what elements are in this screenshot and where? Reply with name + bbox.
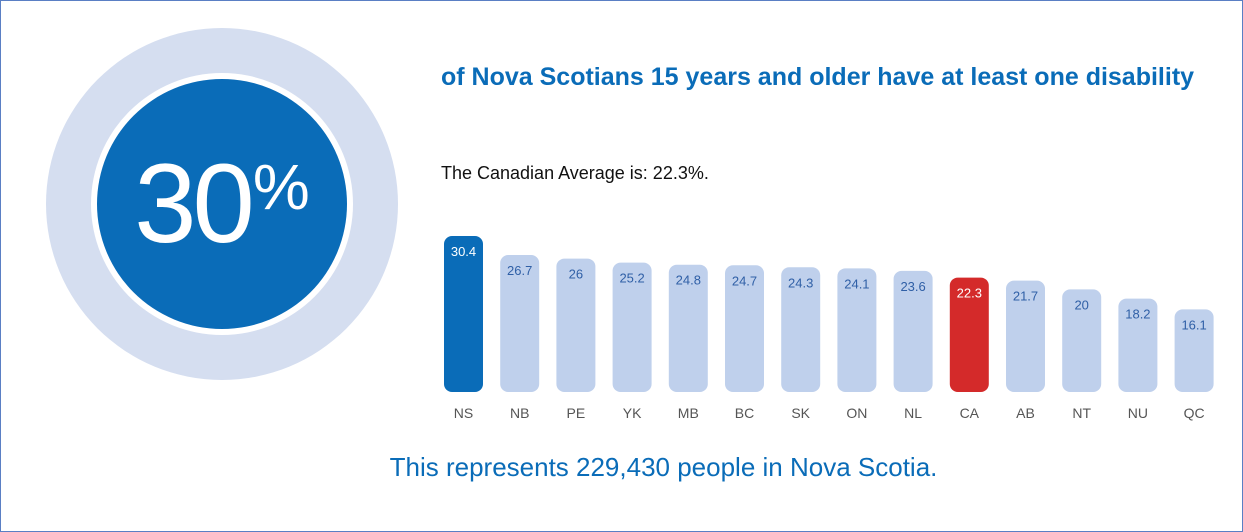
hero-percentage: 30 % xyxy=(97,79,347,329)
bar-yk xyxy=(612,262,652,392)
bar-value-label: 25.2 xyxy=(619,271,644,286)
bar-value-label: 24.7 xyxy=(732,273,757,288)
x-tick-label: NS xyxy=(454,405,473,421)
x-tick-label: NB xyxy=(510,405,529,421)
x-tick-label: NL xyxy=(904,405,922,421)
bar-value-label: 26 xyxy=(569,267,583,282)
bar-value-label: 21.7 xyxy=(1013,289,1038,304)
bar-value-label: 20 xyxy=(1074,297,1088,312)
x-tick-label: YK xyxy=(623,405,642,421)
x-tick-label: ON xyxy=(846,405,867,421)
x-tick-label: SK xyxy=(791,405,810,421)
bar-value-label: 16.1 xyxy=(1181,317,1206,332)
bar-value-label: 24.8 xyxy=(676,273,701,288)
bar-value-label: 18.2 xyxy=(1125,307,1150,322)
bar-nu xyxy=(1118,298,1158,392)
bar-bc xyxy=(725,265,764,392)
x-tick-label: NU xyxy=(1128,405,1148,421)
x-tick-label: NT xyxy=(1072,405,1091,421)
x-tick-label: PE xyxy=(567,405,586,421)
percent-disc xyxy=(97,79,347,329)
province-bar-chart: 30.4 NS 26.7 NB 26 PE 25.2 YK 24.8 MB 24.7 BC 24.3 SK… xyxy=(444,236,1214,421)
bar-pe xyxy=(556,258,596,392)
x-tick-label: CA xyxy=(960,405,980,421)
bar-value-label: 23.6 xyxy=(900,279,925,294)
bar-value-label: 22.3 xyxy=(957,286,982,301)
population-summary: This represents 229,430 people in Nova S… xyxy=(389,452,938,482)
hero-number: 30 xyxy=(134,141,255,266)
x-tick-label: AB xyxy=(1016,405,1035,421)
bar-nl xyxy=(893,270,933,392)
bar-mb xyxy=(668,264,708,392)
bar-value-label: 24.3 xyxy=(788,275,813,290)
bar-nt xyxy=(1062,289,1102,392)
bar-on xyxy=(837,268,877,392)
x-tick-label: BC xyxy=(735,405,754,421)
bar-value-label: 26.7 xyxy=(507,263,532,278)
bar-qc xyxy=(1174,309,1214,392)
bar-value-label: 30.4 xyxy=(451,244,476,259)
headline: of Nova Scotians 15 years and older have… xyxy=(441,63,1195,91)
bar-ab xyxy=(1006,280,1045,392)
bar-nb xyxy=(500,254,540,392)
canadian-average-text: The Canadian Average is: 22.3%. xyxy=(441,163,709,183)
bar-ns xyxy=(444,236,483,392)
x-tick-label: QC xyxy=(1184,405,1205,421)
bar-value-label: 24.1 xyxy=(844,276,869,291)
hero-percent-sign: % xyxy=(252,151,310,223)
bar-ca xyxy=(949,277,989,392)
footer-text-wrap: This represents 229,430 people in Nova S… xyxy=(0,452,1243,483)
x-tick-label: MB xyxy=(678,405,699,421)
bar-sk xyxy=(781,267,821,392)
